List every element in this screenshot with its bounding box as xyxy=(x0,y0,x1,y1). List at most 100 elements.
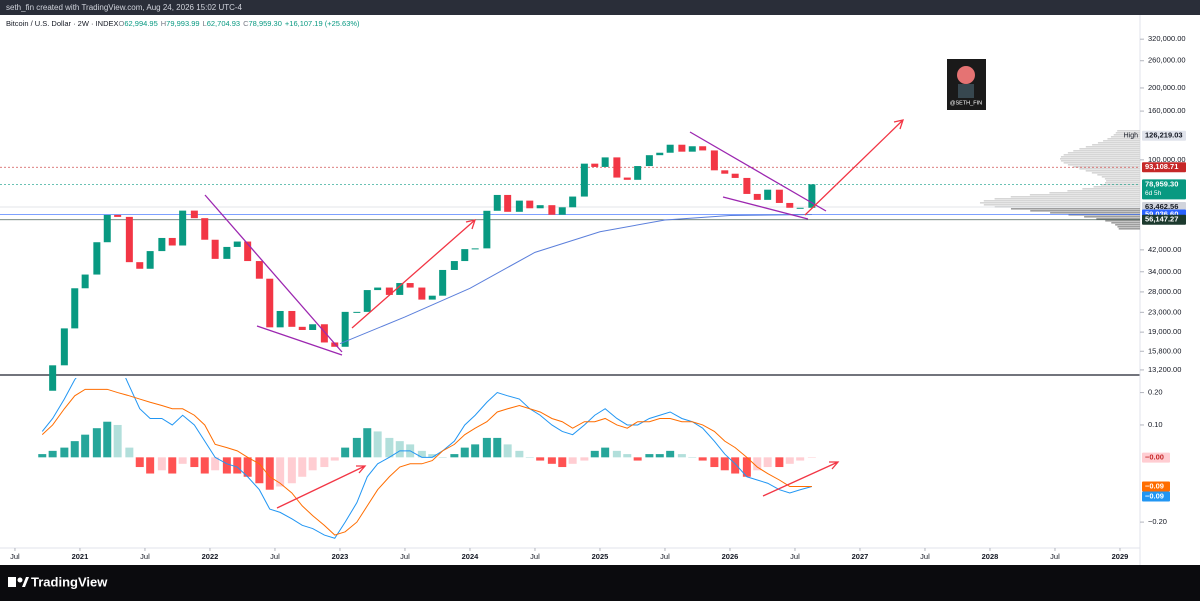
candle xyxy=(374,288,381,291)
histogram-bar xyxy=(179,457,187,463)
price-tag-label: 126,219.03 xyxy=(1145,131,1183,140)
candle xyxy=(786,203,793,208)
histogram-bar xyxy=(190,457,198,467)
histogram-bar xyxy=(471,444,479,457)
candle xyxy=(256,261,263,279)
y-tick-label: 13,200.00 xyxy=(1148,365,1181,374)
histogram-bar xyxy=(60,448,68,458)
volume-profile xyxy=(1030,194,1140,196)
histogram-bar xyxy=(645,454,653,457)
volume-profile xyxy=(1086,146,1140,148)
candle xyxy=(147,251,154,269)
volume-profile xyxy=(1061,160,1140,162)
candle xyxy=(581,164,588,197)
candle xyxy=(61,328,68,365)
histogram-bar xyxy=(71,441,79,457)
footer-brand: TradingView xyxy=(31,574,108,589)
x-tick-label: Jul xyxy=(270,552,280,561)
histogram-bar xyxy=(81,435,89,458)
histogram-bar xyxy=(613,451,621,457)
histogram-bar xyxy=(255,457,263,483)
histogram-bar xyxy=(688,457,696,458)
candle xyxy=(82,275,89,289)
histogram-bar xyxy=(450,454,458,457)
x-tick-label: 2022 xyxy=(202,552,219,561)
candle xyxy=(288,311,295,327)
histogram-bar xyxy=(233,457,241,473)
histogram-bar xyxy=(580,457,588,460)
histogram-bar xyxy=(93,428,101,457)
candle xyxy=(114,215,121,217)
volume-profile xyxy=(1061,156,1140,158)
candle xyxy=(678,145,685,152)
histogram-bar xyxy=(808,457,816,458)
volume-profile xyxy=(984,204,1140,206)
candle xyxy=(569,197,576,208)
histogram-bar xyxy=(363,428,371,457)
histogram-bar xyxy=(396,441,404,457)
candle xyxy=(418,288,425,300)
histogram-bar xyxy=(721,457,729,470)
histogram-bar xyxy=(548,457,556,463)
candle xyxy=(223,247,230,259)
candle xyxy=(634,166,641,180)
volume-profile xyxy=(1073,150,1140,152)
candle xyxy=(516,201,523,212)
plot: 13,200.0015,800.0019,000.0023,000.0028,0… xyxy=(0,34,1186,561)
x-tick-label: Jul xyxy=(790,552,800,561)
candle xyxy=(483,211,490,249)
histogram-bar xyxy=(158,457,166,470)
macd-tag-label: −0.09 xyxy=(1145,491,1164,500)
histogram-bar xyxy=(320,457,328,467)
volume-profile xyxy=(1092,172,1140,174)
y-tick-label: 19,000.00 xyxy=(1148,327,1181,336)
histogram-bar xyxy=(623,454,631,457)
volume-profile xyxy=(980,202,1140,204)
histogram-bar xyxy=(504,444,512,457)
volume-profile xyxy=(1105,178,1140,180)
x-tick-label: Jul xyxy=(530,552,540,561)
histogram-bar xyxy=(710,457,718,467)
histogram-bar xyxy=(125,448,133,458)
candle xyxy=(191,211,198,219)
histogram-bar xyxy=(146,457,154,473)
candle xyxy=(711,150,718,170)
avatar-handle: @SETH_FIN xyxy=(950,100,982,106)
histogram-bar xyxy=(569,457,577,463)
macd-tag-label: −0.09 xyxy=(1145,481,1164,490)
volume-profile xyxy=(1102,176,1140,178)
volume-profile xyxy=(1105,220,1140,222)
footer-bar xyxy=(0,565,1200,601)
y-tick-label: 42,000.00 xyxy=(1148,245,1181,254)
histogram-bar xyxy=(775,457,783,467)
candle xyxy=(179,211,186,246)
histogram-bar xyxy=(288,457,296,483)
histogram-bar xyxy=(385,438,393,457)
candle xyxy=(504,195,511,212)
candle xyxy=(212,240,219,259)
histogram-bar xyxy=(601,448,609,458)
candle xyxy=(624,178,631,180)
candle xyxy=(451,261,458,270)
volume-profile xyxy=(1117,226,1140,228)
candle xyxy=(602,157,609,167)
y-tick-label: 34,000.00 xyxy=(1148,267,1181,276)
candle xyxy=(309,324,316,330)
candle xyxy=(461,249,468,261)
histogram-bar xyxy=(374,431,382,457)
volume-profile xyxy=(1011,208,1140,210)
candle xyxy=(93,242,100,274)
histogram-bar xyxy=(493,438,501,457)
histogram-bar xyxy=(38,454,46,457)
candle xyxy=(136,262,143,269)
volume-profile xyxy=(1105,182,1140,184)
x-tick-label: Jul xyxy=(920,552,930,561)
candle xyxy=(656,153,663,155)
legend-item: 62,704.93 xyxy=(207,19,240,28)
histogram-bar xyxy=(136,457,144,467)
candle xyxy=(559,207,566,214)
volume-profile xyxy=(1106,180,1140,182)
volume-profile xyxy=(1030,210,1140,212)
x-tick-label: 2027 xyxy=(852,552,869,561)
volume-profile xyxy=(1092,144,1140,146)
